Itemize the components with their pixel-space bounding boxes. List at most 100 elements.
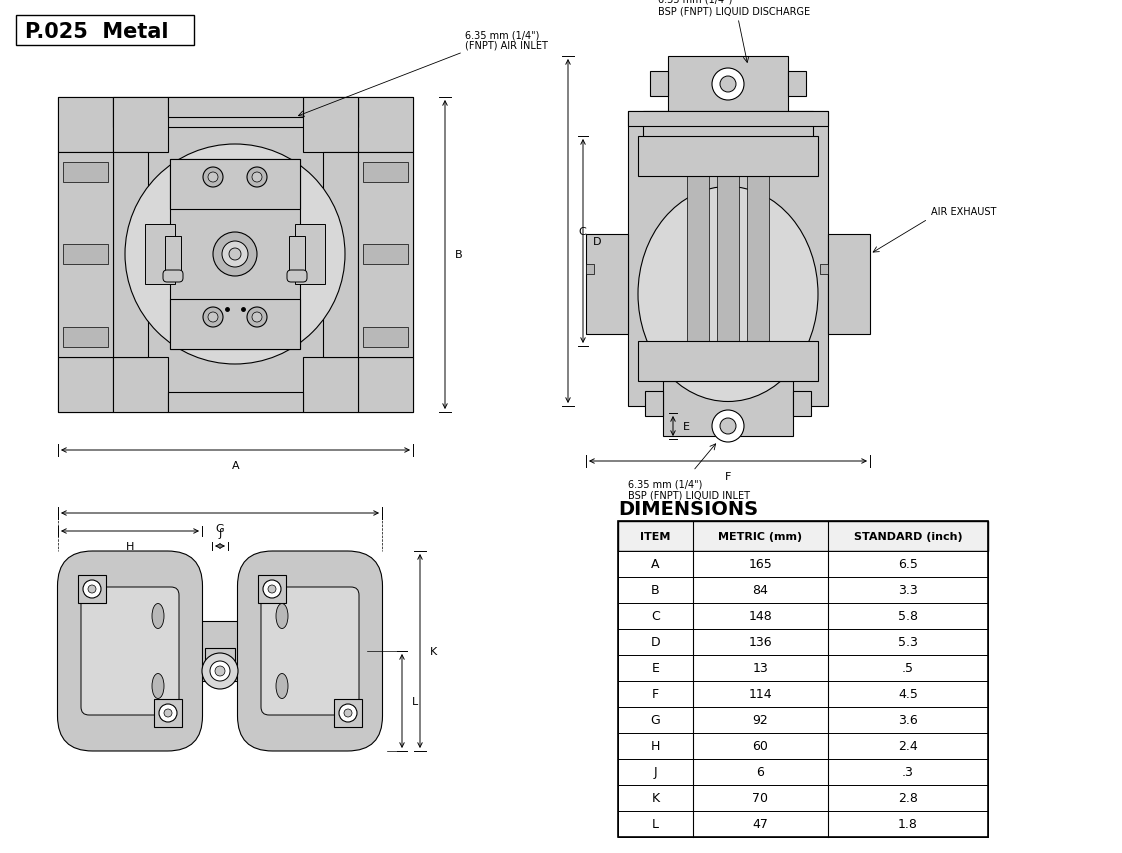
Circle shape xyxy=(208,313,218,322)
Text: .5: .5 xyxy=(902,662,914,675)
Circle shape xyxy=(164,709,172,717)
Bar xyxy=(358,98,413,153)
Bar xyxy=(618,630,988,655)
Text: K: K xyxy=(430,647,438,656)
Text: B: B xyxy=(456,250,462,260)
Circle shape xyxy=(159,705,177,722)
Bar xyxy=(618,551,988,577)
Text: AIR EXHAUST: AIR EXHAUST xyxy=(931,206,996,217)
Bar xyxy=(168,98,303,118)
Bar xyxy=(145,224,175,285)
Bar xyxy=(171,160,300,350)
Bar xyxy=(358,153,413,357)
Circle shape xyxy=(344,709,352,717)
Bar xyxy=(628,112,828,127)
Text: G: G xyxy=(215,524,224,533)
Text: J: J xyxy=(654,766,657,779)
Circle shape xyxy=(125,145,344,364)
Bar xyxy=(687,147,709,372)
Bar xyxy=(645,392,663,416)
Circle shape xyxy=(712,69,744,101)
Text: E: E xyxy=(652,662,660,675)
Bar xyxy=(113,153,148,357)
Text: 6.35 mm (1/4"): 6.35 mm (1/4") xyxy=(628,479,702,490)
Text: 13: 13 xyxy=(753,662,769,675)
Circle shape xyxy=(210,661,230,682)
Ellipse shape xyxy=(151,604,164,629)
Circle shape xyxy=(203,308,223,328)
FancyBboxPatch shape xyxy=(57,551,202,751)
Ellipse shape xyxy=(151,674,164,699)
Text: (FNPT) AIR INLET: (FNPT) AIR INLET xyxy=(465,41,548,51)
Bar xyxy=(717,147,739,372)
Bar xyxy=(258,575,286,603)
Bar xyxy=(171,299,300,350)
Bar xyxy=(788,72,806,97)
Text: 5.3: 5.3 xyxy=(898,635,918,649)
Text: A: A xyxy=(231,461,239,471)
Circle shape xyxy=(712,410,744,443)
Circle shape xyxy=(213,233,257,276)
Bar xyxy=(618,655,988,682)
Bar xyxy=(58,98,113,153)
Circle shape xyxy=(222,241,248,268)
Bar xyxy=(663,381,793,437)
Bar xyxy=(295,224,325,285)
Bar xyxy=(165,237,181,273)
Circle shape xyxy=(229,249,241,261)
Bar xyxy=(586,264,594,275)
Text: .3: .3 xyxy=(902,766,914,779)
Bar xyxy=(168,392,303,413)
Ellipse shape xyxy=(276,604,288,629)
Circle shape xyxy=(247,168,267,188)
Text: 47: 47 xyxy=(753,817,769,831)
Text: 114: 114 xyxy=(748,688,772,700)
Text: F: F xyxy=(652,688,659,700)
Text: C: C xyxy=(578,227,586,237)
Bar xyxy=(586,235,628,334)
Bar xyxy=(334,699,362,727)
Text: 60: 60 xyxy=(753,740,769,752)
Bar xyxy=(618,577,988,603)
Circle shape xyxy=(203,168,223,188)
Bar xyxy=(58,357,113,413)
Text: K: K xyxy=(652,792,660,804)
Text: E: E xyxy=(683,421,690,432)
Text: H: H xyxy=(651,740,660,752)
Ellipse shape xyxy=(638,188,818,402)
Circle shape xyxy=(88,585,96,594)
Text: 6.35 mm (1/4"): 6.35 mm (1/4") xyxy=(465,30,540,40)
Bar xyxy=(364,245,408,264)
Circle shape xyxy=(720,419,736,434)
FancyBboxPatch shape xyxy=(163,270,183,282)
Bar xyxy=(58,98,413,413)
Text: L: L xyxy=(412,696,419,706)
Text: 136: 136 xyxy=(748,635,772,649)
Bar xyxy=(828,235,870,334)
Text: J: J xyxy=(219,528,222,538)
Circle shape xyxy=(252,313,263,322)
Bar xyxy=(197,621,252,682)
Bar xyxy=(303,98,358,153)
Bar xyxy=(618,785,988,811)
Bar xyxy=(364,328,408,347)
Text: B: B xyxy=(651,583,660,597)
Bar xyxy=(16,16,194,46)
Bar xyxy=(618,521,988,551)
Text: 3.3: 3.3 xyxy=(898,583,918,597)
Bar xyxy=(63,245,108,264)
Text: L: L xyxy=(652,817,659,831)
Bar xyxy=(154,699,182,727)
Text: BSP (FNPT) LIQUID DISCHARGE: BSP (FNPT) LIQUID DISCHARGE xyxy=(657,6,810,16)
Text: 92: 92 xyxy=(753,714,769,727)
Text: A: A xyxy=(651,558,660,571)
FancyBboxPatch shape xyxy=(81,588,180,715)
Bar xyxy=(63,163,108,183)
Bar xyxy=(364,163,408,183)
Text: 6: 6 xyxy=(756,766,764,779)
Bar xyxy=(303,357,358,413)
Text: 6.35 mm (1/4"): 6.35 mm (1/4") xyxy=(657,0,733,5)
Text: H: H xyxy=(126,542,135,551)
Bar xyxy=(618,603,988,630)
Text: DIMENSIONS: DIMENSIONS xyxy=(618,499,758,519)
